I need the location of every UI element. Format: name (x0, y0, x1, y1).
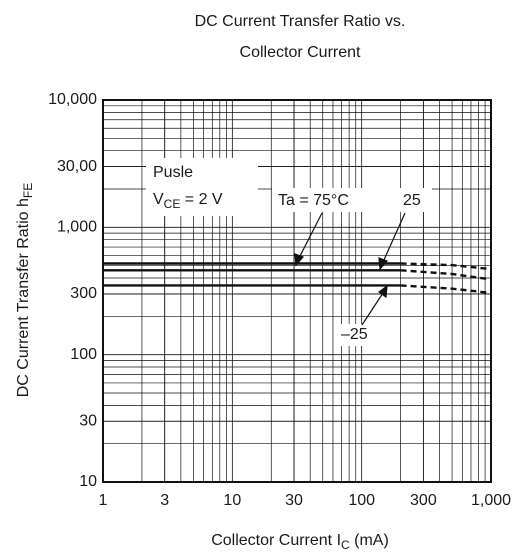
arrows (294, 212, 406, 326)
x-tick-label: 1,000 (471, 492, 511, 509)
x-axis-label-text: Collector Current I (211, 532, 341, 549)
y-tick-label: 1,000 (57, 219, 97, 236)
arrow (382, 212, 406, 263)
arrow (298, 212, 323, 259)
annotation-sub: CE (164, 197, 181, 211)
series-line-dashed (400, 262, 492, 271)
chart-title: DC Current Transfer Ratio vs. (195, 13, 406, 30)
series-label: 25 (403, 192, 421, 209)
y-axis-label-sub: FE (21, 183, 35, 198)
arrowhead (378, 257, 389, 271)
x-tick-label: 30 (285, 492, 303, 509)
annotation-box (338, 324, 374, 346)
series-label: –25 (341, 326, 368, 343)
annotation-box (146, 158, 258, 216)
annotation-part: = 2 V (180, 191, 223, 208)
arrowhead (294, 253, 305, 267)
chart-title: Collector Current (240, 44, 361, 61)
annotation-box (272, 188, 432, 212)
y-axis-label: DC Current Transfer Ratio hFE (15, 183, 35, 398)
y-tick-label: 300 (70, 285, 97, 302)
x-tick-label: 1 (99, 492, 108, 509)
y-tick-label: 10 (79, 473, 97, 490)
arrowhead (377, 284, 388, 299)
x-tick-label: 3 (160, 492, 169, 509)
plot-frame (102, 99, 492, 483)
grid (102, 99, 492, 483)
y-tick-label: 100 (70, 346, 97, 363)
arrow (361, 292, 384, 326)
x-axis-label: Collector Current IC (mA) (211, 532, 389, 552)
y-tick-label: 30,00 (57, 158, 97, 175)
annotation-part: V (153, 191, 164, 208)
x-axis-label-sub: C (341, 538, 350, 552)
x-tick-label: 10 (223, 492, 241, 509)
x-axis-label-text: (mA) (350, 532, 389, 549)
y-axis-label-text: DC Current Transfer Ratio h (15, 198, 32, 397)
series-label: Ta = 75°C (278, 192, 349, 209)
x-tick-label: 100 (348, 492, 375, 509)
annotation: VCE = 2 V (153, 191, 223, 211)
lines (103, 262, 492, 295)
y-tick-label: 30 (79, 412, 97, 429)
series-line-dashed (400, 269, 492, 281)
series-line-dashed (400, 284, 492, 295)
y-tick-label: 10,000 (48, 91, 97, 108)
annotation: Pusle (153, 164, 193, 181)
x-tick-label: 300 (410, 492, 437, 509)
